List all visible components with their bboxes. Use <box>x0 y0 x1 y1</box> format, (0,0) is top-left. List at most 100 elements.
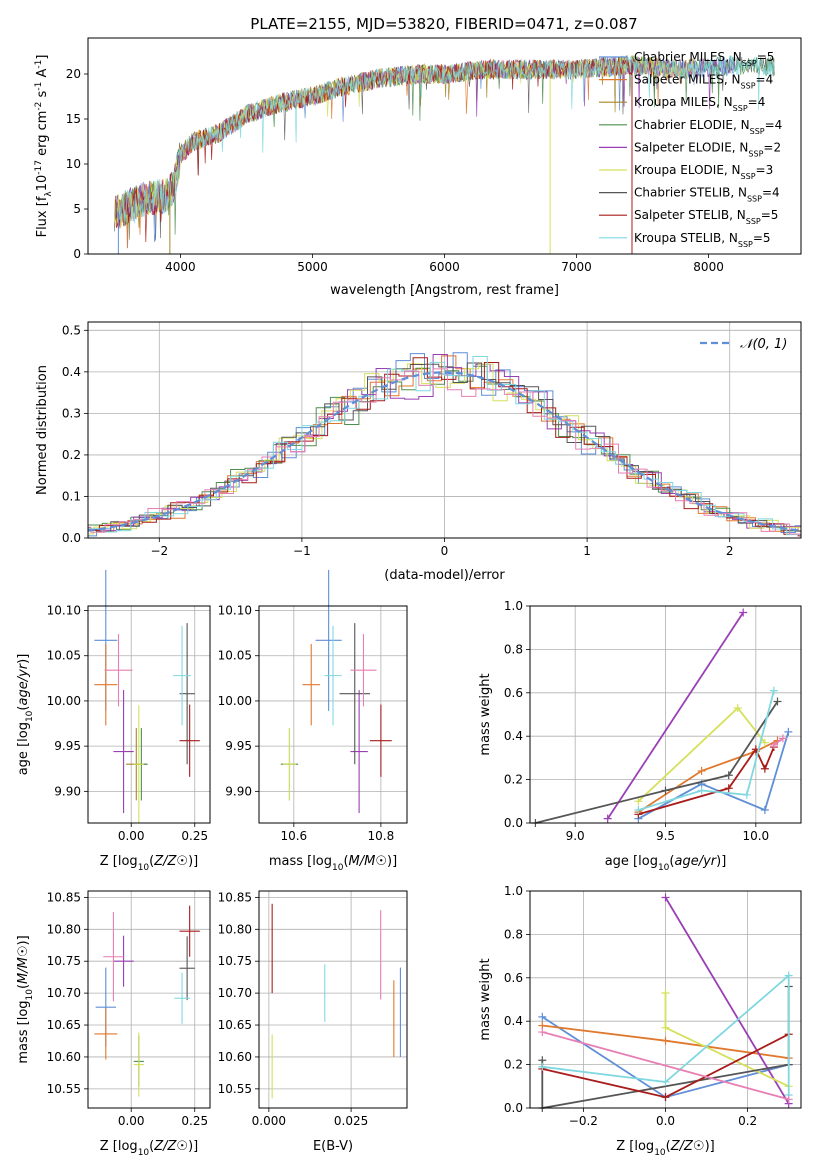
y-tick-label: 10.75 <box>218 954 252 968</box>
weight-marker <box>661 1023 670 1032</box>
y-tick-label: 9.90 <box>54 784 81 798</box>
y-tick-label: 10.85 <box>218 890 252 904</box>
x-tick-label: −1 <box>293 544 311 558</box>
weight-marker <box>760 738 769 747</box>
weight-marker <box>742 790 751 799</box>
axes-frame <box>87 890 211 1109</box>
x-tick-label: 9.5 <box>656 829 675 843</box>
y-axis-label: mass [log10(M/M☉)] <box>16 935 35 1063</box>
x-tick-label: −2 <box>150 544 168 558</box>
weight-marker <box>661 1036 670 1045</box>
y-tick-label: 0.8 <box>504 927 523 941</box>
axes-frame <box>258 890 408 1109</box>
y-tick-label: 0.2 <box>62 448 81 462</box>
y-tick-label: 10.80 <box>47 922 81 936</box>
weight-line <box>535 701 779 824</box>
weight-line <box>638 690 775 811</box>
y-tick-label: 10.85 <box>47 890 81 904</box>
x-axis-label: Z [log10(Z/Z☉)] <box>100 854 198 873</box>
mass-weight-vs-age-panel: 9.0 9.5 10.0 0.0 0.2 0.4 0.6 0.8 1.0 age [log10(a… <box>478 599 802 873</box>
weight-line <box>773 737 784 746</box>
x-tick-label: 8000 <box>693 260 724 274</box>
spectrum-legend: Chabrier MILES, NSSP=5 Salpeter MILES, NS… <box>599 50 782 248</box>
y-tick-label: 0.4 <box>504 1014 523 1028</box>
y-tick-label: 10.05 <box>218 649 252 663</box>
x-tick-label: 10.0 <box>742 829 769 843</box>
x-tick-label: 0.00 <box>118 1114 145 1128</box>
histogram-step <box>88 363 801 535</box>
x-tick-label: 0.25 <box>181 1114 208 1128</box>
y-tick-label: 10.00 <box>218 694 252 708</box>
y-tick-label: 0.8 <box>504 642 523 656</box>
y-tick-label: 0.6 <box>504 686 523 700</box>
x-tick-label: 1 <box>583 544 591 558</box>
weight-marker <box>634 797 643 806</box>
weight-marker <box>724 784 733 793</box>
figure-title: PLATE=2155, MJD=53820, FIBERID=0471, z=0… <box>250 15 637 33</box>
spectrum-plot <box>114 54 775 254</box>
y-tick-label: 10.05 <box>47 649 81 663</box>
y-tick-label: 10.60 <box>218 1050 252 1064</box>
y-tick-label: 0.4 <box>62 365 81 379</box>
y-tick-label: 1.0 <box>504 884 523 898</box>
x-tick-label: 0.25 <box>181 829 208 843</box>
legend-label: 𝒩(0, 1) <box>740 337 787 352</box>
y-tick-label: 0.6 <box>504 971 523 985</box>
weight-line <box>542 973 790 1095</box>
y-tick-label: 0.2 <box>504 1058 523 1072</box>
weight-marker <box>538 1062 547 1071</box>
y-tick-label: 10.65 <box>218 1018 252 1032</box>
legend-label: Salpeter MILES, NSSP=4 <box>634 73 773 91</box>
legend-label: Chabrier ELODIE, NSSP=4 <box>634 118 782 136</box>
weight-marker <box>760 805 769 814</box>
y-tick-label: 10.75 <box>47 954 81 968</box>
weight-marker <box>733 703 742 712</box>
y-axis-label: mass weight <box>478 673 493 755</box>
y-tick-label: 10.60 <box>47 1050 81 1064</box>
weight-marker <box>769 686 778 695</box>
x-tick-label: 6000 <box>429 260 460 274</box>
y-axis-label: Normed distribution <box>35 365 50 495</box>
x-axis-label: wavelength [Angstrom, rest frame] <box>330 283 559 298</box>
weight-marker <box>661 893 670 902</box>
weight-marker <box>739 608 748 617</box>
x-tick-label: 10.6 <box>280 829 307 843</box>
y-tick-label: 10.80 <box>218 922 252 936</box>
weight-marker <box>661 786 670 795</box>
weight-marker <box>538 1028 547 1037</box>
mass-weight-vs-Z-panel: −0.2 0.0 0.2 0.0 0.2 0.4 0.6 0.8 1.0 Z [log10(Z/Z… <box>478 884 802 1158</box>
x-tick-label: 0.000 <box>252 1114 286 1128</box>
y-tick-label: 0.4 <box>504 729 523 743</box>
weight-marker <box>697 766 706 775</box>
y-tick-label: 10.70 <box>47 986 81 1000</box>
x-axis-label: Z [log10(Z/Z☉)] <box>100 1139 198 1158</box>
x-tick-label: 4000 <box>165 260 196 274</box>
x-axis-label: E(B-V) <box>313 1139 353 1154</box>
y-tick-label: 9.95 <box>54 739 81 753</box>
weight-line <box>637 739 778 813</box>
legend-label: Chabrier MILES, NSSP=5 <box>634 50 774 68</box>
weight-marker <box>538 1012 547 1021</box>
x-tick-label: −0.2 <box>569 1114 598 1128</box>
y-tick-label: 10.55 <box>218 1082 252 1096</box>
y-tick-label: 9.90 <box>225 784 252 798</box>
axes-frame <box>87 605 211 824</box>
x-axis-label: mass [log10(M/M☉)] <box>269 854 397 873</box>
x-tick-label: 0 <box>441 544 449 558</box>
weight-marker <box>760 764 769 773</box>
y-tick-label: 0.3 <box>62 406 81 420</box>
gaussian-curve <box>88 371 801 532</box>
spectrum-line <box>116 55 696 249</box>
x-tick-label: 0.2 <box>738 1114 757 1128</box>
mass-vs-EBV-panel: 0.000 0.025 10.55 10.60 10.65 10.70 10.75 10.80… <box>218 890 408 1154</box>
y-tick-label: 10.70 <box>218 986 252 1000</box>
histogram-panel: −2 −1 0 1 2 0.0 0.1 0.2 0.3 0.4 0.5 (data-model)/er… <box>35 321 802 583</box>
age-vs-Z-panel: 0.00 0.25 9.90 9.95 10.00 10.05 10.10 Z [log10(… <box>16 569 211 873</box>
weight-marker <box>784 1095 793 1104</box>
y-tick-label: 0.0 <box>504 816 523 830</box>
y-tick-label: 0.1 <box>62 489 81 503</box>
x-axis-label: Z [log10(Z/Z☉)] <box>616 1139 714 1158</box>
weight-marker <box>634 805 643 814</box>
x-tick-label: 10.8 <box>368 829 395 843</box>
